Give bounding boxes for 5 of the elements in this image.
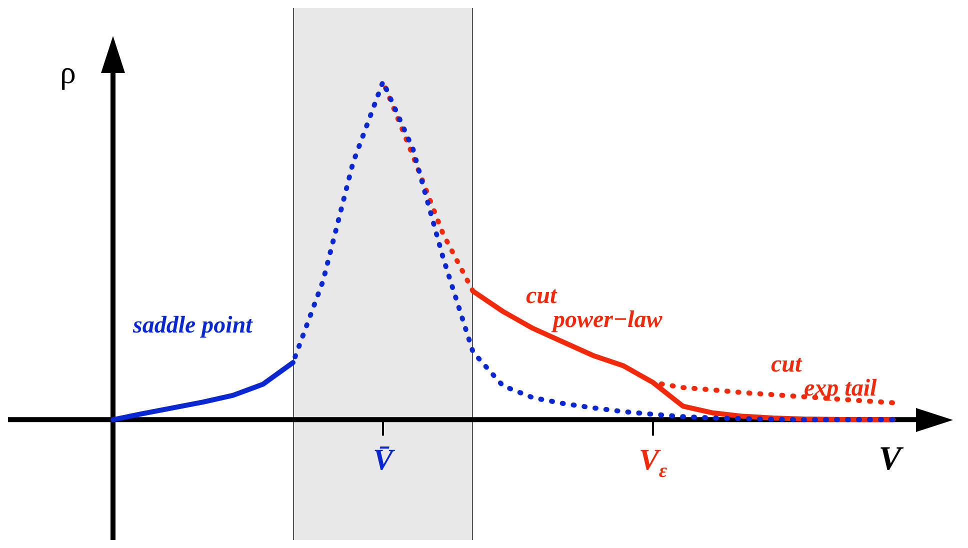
y-axis-title: ρ [60,54,76,90]
series-label: cut power−law [526,283,664,334]
x-axis-title: V [878,440,904,478]
x-tick-label: V̄ [372,444,396,477]
series-label: saddle point [132,312,254,339]
